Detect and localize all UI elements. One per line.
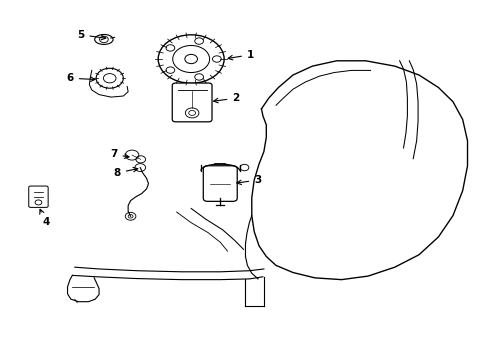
Text: 1: 1 xyxy=(227,50,254,60)
Text: 2: 2 xyxy=(213,93,239,103)
Text: 5: 5 xyxy=(77,30,105,40)
Text: 3: 3 xyxy=(236,175,261,185)
FancyBboxPatch shape xyxy=(203,166,237,201)
Text: 4: 4 xyxy=(40,209,49,228)
Circle shape xyxy=(128,215,133,218)
Circle shape xyxy=(100,36,108,42)
Text: 7: 7 xyxy=(110,149,129,159)
Circle shape xyxy=(188,111,195,116)
FancyBboxPatch shape xyxy=(172,83,212,122)
Text: 8: 8 xyxy=(113,167,138,178)
FancyBboxPatch shape xyxy=(29,186,48,207)
Circle shape xyxy=(184,54,197,64)
Text: 6: 6 xyxy=(66,73,95,83)
